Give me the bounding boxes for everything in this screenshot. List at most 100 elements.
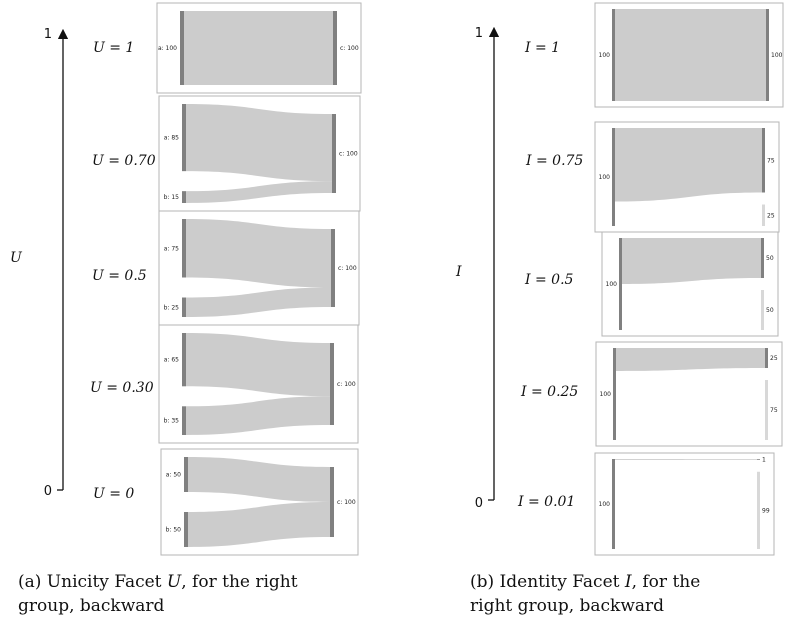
source-node-label: a: 50: [166, 472, 181, 479]
target-node-label: 25: [770, 355, 778, 362]
identity-panel: 25 75 100: [595, 341, 783, 447]
target-node-bar: [331, 229, 335, 307]
source-node-bar: [613, 348, 616, 440]
target-node-label: c: 100: [337, 381, 356, 388]
unicity-panel: a: 100 c: 100: [156, 2, 362, 94]
identity-axis-bottom-tick-label: 0: [475, 496, 483, 511]
identity-panel-label: I = 0.01: [517, 494, 575, 510]
target-node-label: 75: [767, 157, 775, 164]
unicity-panel: a: 50 b: 50 c: 100: [160, 448, 359, 556]
source-node-label: a: 100: [158, 45, 177, 52]
unicity-panel-label: U = 0: [93, 486, 134, 502]
identity-panel: 100 100: [594, 2, 784, 108]
identity-panel-label: I = 0.5: [524, 272, 574, 288]
identity-axis-variable: I: [455, 264, 462, 280]
unicity-panel-label: U = 0.5: [92, 268, 147, 284]
target-node-bar: [762, 204, 765, 226]
target-node-bar: [761, 290, 764, 330]
target-node-label: 1: [762, 456, 766, 463]
source-node-bar: [612, 9, 615, 101]
target-node-bar: [761, 238, 764, 278]
unicity-panel: a: 85 b: 15 c: 100: [158, 95, 361, 212]
source-node-label: a: 65: [164, 357, 179, 364]
caption-unicity: (a) Unicity Facet U, for the right group…: [18, 572, 298, 616]
target-node-bar: [333, 11, 337, 85]
identity-panel-label: I = 0.25: [520, 384, 578, 400]
flow-ribbon: [186, 181, 332, 203]
target-node-bar: [757, 459, 760, 460]
source-node-bar: [182, 406, 186, 435]
flow-ribbon: [186, 333, 330, 397]
unicity-panel-label: U = 0.30: [90, 380, 154, 396]
source-node-bar: [619, 238, 622, 330]
source-node-label: b: 35: [164, 418, 180, 425]
target-node-label: 75: [770, 407, 778, 414]
flow-ribbon: [186, 219, 331, 288]
flow-ribbon: [615, 459, 757, 460]
source-node-label: 100: [599, 52, 611, 59]
flow-ribbon: [186, 287, 331, 317]
identity-panel: 75 25 100: [594, 121, 780, 233]
identity-panel-label: I = 0.75: [525, 153, 583, 169]
target-node-bar: [765, 380, 768, 440]
target-node-bar: [332, 114, 336, 193]
identity-panels: 100 100 I = 1 75 25 100 I = 0.75 50 50 100 I = 0.5…: [517, 2, 784, 556]
source-node-label: 100: [600, 391, 612, 398]
target-node-label: c: 100: [340, 45, 359, 52]
unicity-panel-label: U = 0.70: [92, 153, 156, 169]
unicity-panel: a: 75 b: 25 c: 100: [158, 210, 360, 326]
unicity-panel: a: 65 b: 35 c: 100: [158, 324, 359, 444]
unicity-axis-top-tick-label: 1: [44, 27, 52, 42]
unicity-axis-variable: U: [10, 250, 23, 266]
flow-ribbon: [622, 238, 761, 284]
flow-ribbon: [615, 9, 766, 101]
target-node-bar: [330, 467, 334, 537]
target-node-bar: [765, 348, 768, 368]
flow-ribbon: [186, 396, 330, 435]
source-node-label: b: 25: [164, 304, 180, 311]
unicity-axis-bottom-tick-label: 0: [44, 484, 52, 499]
source-node-bar: [182, 104, 186, 172]
target-node-bar: [330, 343, 334, 425]
source-node-label: 100: [599, 501, 611, 508]
source-node-bar: [182, 297, 186, 317]
source-node-label: 100: [606, 281, 618, 288]
source-node-label: a: 85: [164, 135, 179, 142]
source-node-bar: [180, 11, 184, 85]
source-node-bar: [182, 219, 186, 278]
source-node-bar: [612, 459, 615, 549]
target-node-bar: [766, 9, 769, 101]
source-node-bar: [182, 333, 186, 387]
unicity-panel-label: U = 1: [93, 40, 134, 56]
identity-axis: 1 0 I: [455, 26, 500, 511]
source-node-bar: [184, 457, 188, 492]
identity-panel: 50 50 100: [601, 231, 779, 337]
source-node-label: 100: [599, 174, 611, 181]
panel-frame: [594, 452, 775, 556]
target-node-bar: [762, 128, 765, 193]
target-node-label: c: 100: [337, 499, 356, 506]
source-node-label: a: 75: [164, 245, 179, 252]
source-node-bar: [182, 191, 186, 203]
flow-ribbon: [188, 502, 330, 547]
target-node-bar: [757, 471, 760, 549]
source-node-label: b: 15: [164, 194, 180, 201]
target-node-label: 50: [766, 255, 774, 262]
identity-panel: 1 99 100: [594, 452, 775, 556]
source-node-bar: [612, 128, 615, 226]
target-node-label: c: 100: [339, 151, 358, 158]
flow-ribbon: [186, 104, 332, 182]
target-node-label: 25: [767, 212, 775, 219]
flow-ribbon: [188, 457, 330, 502]
flow-ribbon: [616, 348, 765, 371]
flow-ribbon: [615, 128, 762, 202]
source-node-label: b: 50: [166, 527, 182, 534]
source-node-bar: [184, 512, 188, 547]
target-node-label: 50: [766, 307, 774, 314]
unicity-panels: a: 100 c: 100 U = 1 a: 85 b: 15 c: 100 U = 0.7…: [90, 2, 362, 556]
identity-panel-label: I = 1: [524, 40, 560, 56]
target-node-label: 99: [762, 507, 770, 514]
target-node-label: c: 100: [338, 265, 357, 272]
